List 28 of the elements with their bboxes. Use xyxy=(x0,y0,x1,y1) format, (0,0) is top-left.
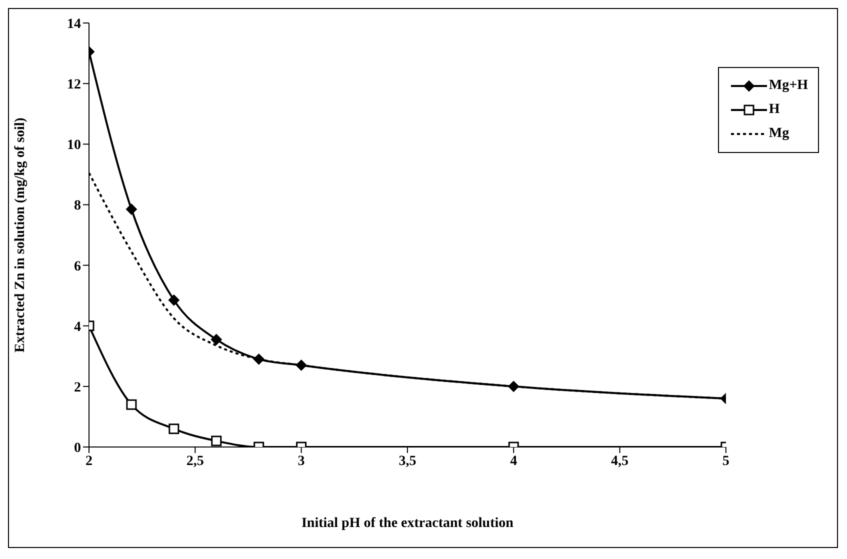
y-tick-label: 2 xyxy=(74,380,81,396)
y-tick-label: 4 xyxy=(74,320,81,335)
x-tick-label: 4,5 xyxy=(611,454,629,469)
x-tick-label: 3,5 xyxy=(398,454,416,469)
x-axis-title: Initial pH of the extractant solution xyxy=(301,516,514,531)
x-tick-label: 5 xyxy=(722,454,730,469)
y-tick-label: 14 xyxy=(67,16,81,32)
point xyxy=(126,399,137,410)
point xyxy=(211,436,222,446)
legend-label: Mg+H xyxy=(768,78,808,94)
y-tick-label: 6 xyxy=(74,259,81,274)
x-tick-label: 2,5 xyxy=(186,454,204,469)
y-tick-label: 0 xyxy=(74,440,81,456)
x-tick-label: 4 xyxy=(510,454,518,469)
y-axis-title: Extracted Zn in solution (mg/kg of soil) xyxy=(12,117,28,352)
legend-label: Mg xyxy=(768,126,790,142)
point xyxy=(296,360,307,371)
y-tick-label: 8 xyxy=(74,198,81,214)
point xyxy=(253,354,264,365)
x-tick-label: 3 xyxy=(298,454,305,469)
point xyxy=(126,204,137,215)
point xyxy=(168,294,180,306)
y-tick-label: 10 xyxy=(67,138,81,154)
point xyxy=(168,424,180,434)
x-tick-label: 2 xyxy=(86,454,92,469)
y-tick-label: 12 xyxy=(67,78,81,93)
legend-label: H xyxy=(768,102,780,118)
point xyxy=(210,334,222,345)
